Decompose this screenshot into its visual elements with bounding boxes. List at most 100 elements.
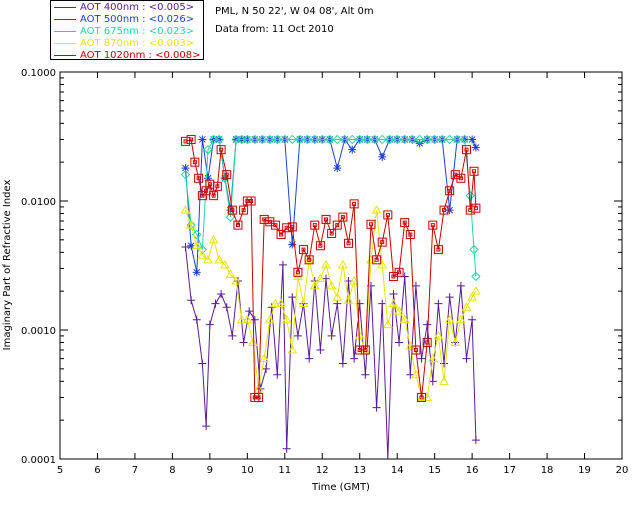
data-point	[405, 229, 415, 239]
data-point	[348, 145, 357, 154]
data-point	[366, 219, 376, 229]
data-point	[264, 314, 275, 324]
data-point	[186, 134, 196, 144]
data-point	[273, 223, 278, 228]
data-point	[186, 220, 196, 229]
data-point	[317, 134, 327, 145]
data-point	[315, 241, 325, 251]
data-point	[445, 293, 454, 302]
data-point	[302, 134, 312, 145]
data-point	[192, 268, 201, 277]
data-point	[256, 395, 261, 400]
data-point	[203, 174, 212, 183]
data-point	[250, 315, 259, 324]
data-point	[242, 134, 253, 145]
x-tick-label: 5	[57, 465, 63, 476]
data-point	[343, 295, 354, 304]
date-text: Data from: 11 Oct 2010	[215, 24, 334, 35]
data-point	[439, 205, 449, 215]
series-aot-1020nm	[181, 134, 481, 402]
x-tick-label: 11	[278, 465, 291, 476]
legend-swatch	[54, 30, 76, 32]
legend-label: AOT 400nm : <0.005>	[80, 2, 195, 13]
data-point	[254, 392, 264, 402]
data-point	[413, 347, 418, 352]
data-point	[222, 170, 232, 180]
data-point	[340, 215, 345, 220]
data-point	[406, 370, 415, 379]
data-point	[388, 298, 399, 308]
plot-frame	[59, 71, 623, 460]
data-point	[439, 376, 449, 385]
location-text: PML, N 50 22', W 04 08', Alt 0m	[215, 6, 374, 17]
data-point	[467, 292, 477, 301]
data-point	[257, 134, 268, 145]
data-point	[181, 164, 190, 173]
data-point	[192, 315, 201, 324]
data-point	[411, 369, 421, 379]
data-point	[233, 220, 243, 230]
data-point	[349, 199, 359, 209]
data-point	[458, 176, 463, 181]
data-point	[456, 173, 466, 183]
data-point	[205, 179, 215, 189]
data-point	[433, 330, 444, 340]
x-tick-label: 6	[94, 465, 100, 476]
data-point	[276, 229, 286, 239]
data-point	[262, 364, 271, 373]
data-point	[400, 218, 410, 228]
data-point	[310, 134, 320, 145]
data-point	[242, 314, 253, 324]
data-point	[355, 299, 364, 308]
data-point	[241, 208, 246, 213]
data-point	[307, 257, 312, 262]
data-point	[186, 220, 196, 230]
data-point	[332, 134, 342, 145]
data-point	[287, 344, 298, 354]
legend-swatch	[54, 42, 76, 44]
data-point	[209, 191, 219, 201]
data-point	[305, 354, 314, 363]
data-point	[402, 220, 407, 225]
legend: AOT 400nm : <0.005> AOT 500nm : <0.026> …	[50, 0, 204, 61]
data-point	[430, 223, 435, 228]
data-point	[203, 144, 213, 155]
data-point	[445, 206, 454, 215]
data-point	[196, 176, 201, 181]
x-tick-label: 20	[616, 465, 629, 476]
data-point	[211, 193, 216, 198]
data-point	[187, 241, 196, 250]
data-point	[214, 254, 225, 264]
data-point	[212, 181, 222, 191]
data-point	[239, 205, 249, 215]
data-point	[338, 359, 347, 368]
data-point	[468, 315, 477, 324]
data-point	[428, 220, 438, 230]
legend-item-400nm: AOT 400nm : <0.005>	[54, 2, 194, 14]
data-point	[181, 242, 190, 251]
data-point	[471, 203, 481, 213]
series-aot-675nm	[180, 134, 481, 282]
data-point	[399, 134, 410, 145]
data-point	[407, 134, 417, 145]
data-point	[395, 338, 404, 347]
data-point	[394, 267, 404, 277]
legend-item-870nm: AOT 870nm : <0.003>	[54, 38, 194, 50]
data-point	[427, 353, 438, 363]
data-point	[456, 281, 465, 290]
data-point	[239, 338, 248, 347]
data-point	[428, 377, 437, 386]
data-point	[423, 320, 432, 329]
data-point	[259, 214, 269, 224]
data-point	[250, 134, 260, 145]
data-point	[231, 275, 241, 285]
x-tick-label: 9	[207, 465, 213, 476]
data-point	[471, 286, 481, 295]
x-tick-label: 8	[169, 465, 175, 476]
data-point	[228, 331, 237, 340]
series-aot-400nm	[181, 242, 480, 460]
data-point	[217, 290, 226, 299]
data-point	[318, 243, 323, 248]
data-point	[419, 395, 424, 400]
data-point	[384, 134, 395, 145]
